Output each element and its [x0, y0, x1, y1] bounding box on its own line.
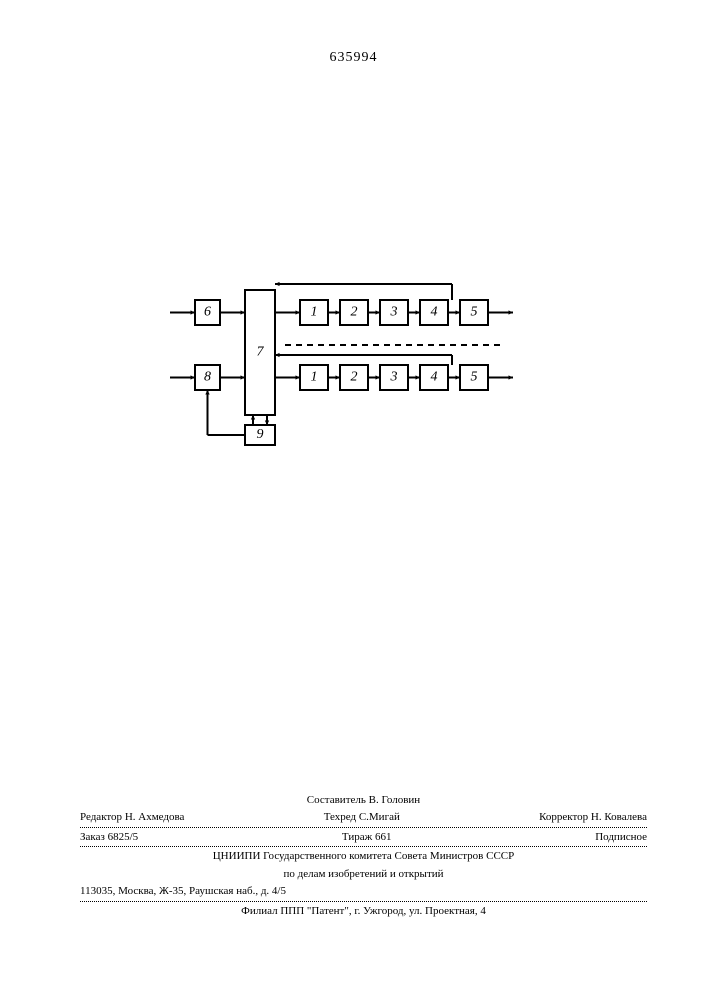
svg-text:1: 1 — [311, 305, 318, 320]
techred-name: С.Мигай — [359, 811, 400, 823]
org-line-2: по делам изобретений и открытий — [80, 866, 647, 883]
compiler-name: В. Головин — [369, 794, 421, 806]
page-number: 635994 — [0, 50, 707, 66]
svg-text:5: 5 — [471, 305, 478, 320]
corrector-label: Корректор — [539, 811, 588, 823]
address-line: 113035, Москва, Ж-35, Раушская наб., д. … — [80, 883, 647, 902]
corrector-name: Н. Ковалева — [591, 811, 647, 823]
svg-text:7: 7 — [257, 345, 265, 360]
svg-text:2: 2 — [351, 305, 358, 320]
techred-label: Техред — [324, 811, 356, 823]
editor-name: Н. Ахмедова — [125, 811, 185, 823]
svg-text:9: 9 — [257, 427, 264, 442]
block-diagram: 7 6 8 9 1 2 3 4 5 1 2 3 4 5 — [140, 270, 540, 470]
branch-line: Филиал ППП "Патент", г. Ужгород, ул. Про… — [80, 903, 647, 920]
compiler-label: Составитель — [307, 794, 366, 806]
org-line-1: ЦНИИПИ Государственного комитета Совета … — [80, 848, 647, 865]
tirazh-label: Тираж — [342, 831, 372, 843]
editor-label: Редактор — [80, 811, 122, 823]
svg-text:4: 4 — [431, 370, 438, 385]
svg-text:1: 1 — [311, 370, 318, 385]
footer: Составитель В. Головин Редактор Н. Ахмед… — [80, 791, 647, 921]
svg-text:8: 8 — [204, 370, 211, 385]
svg-text:4: 4 — [431, 305, 438, 320]
order-value: 6825/5 — [108, 831, 139, 843]
tirazh-value: 661 — [375, 831, 392, 843]
svg-text:3: 3 — [390, 305, 398, 320]
svg-text:3: 3 — [390, 370, 398, 385]
svg-text:6: 6 — [204, 305, 211, 320]
svg-text:5: 5 — [471, 370, 478, 385]
subscribe-label: Подписное — [595, 829, 647, 846]
order-label: Заказ — [80, 831, 105, 843]
svg-text:2: 2 — [351, 370, 358, 385]
